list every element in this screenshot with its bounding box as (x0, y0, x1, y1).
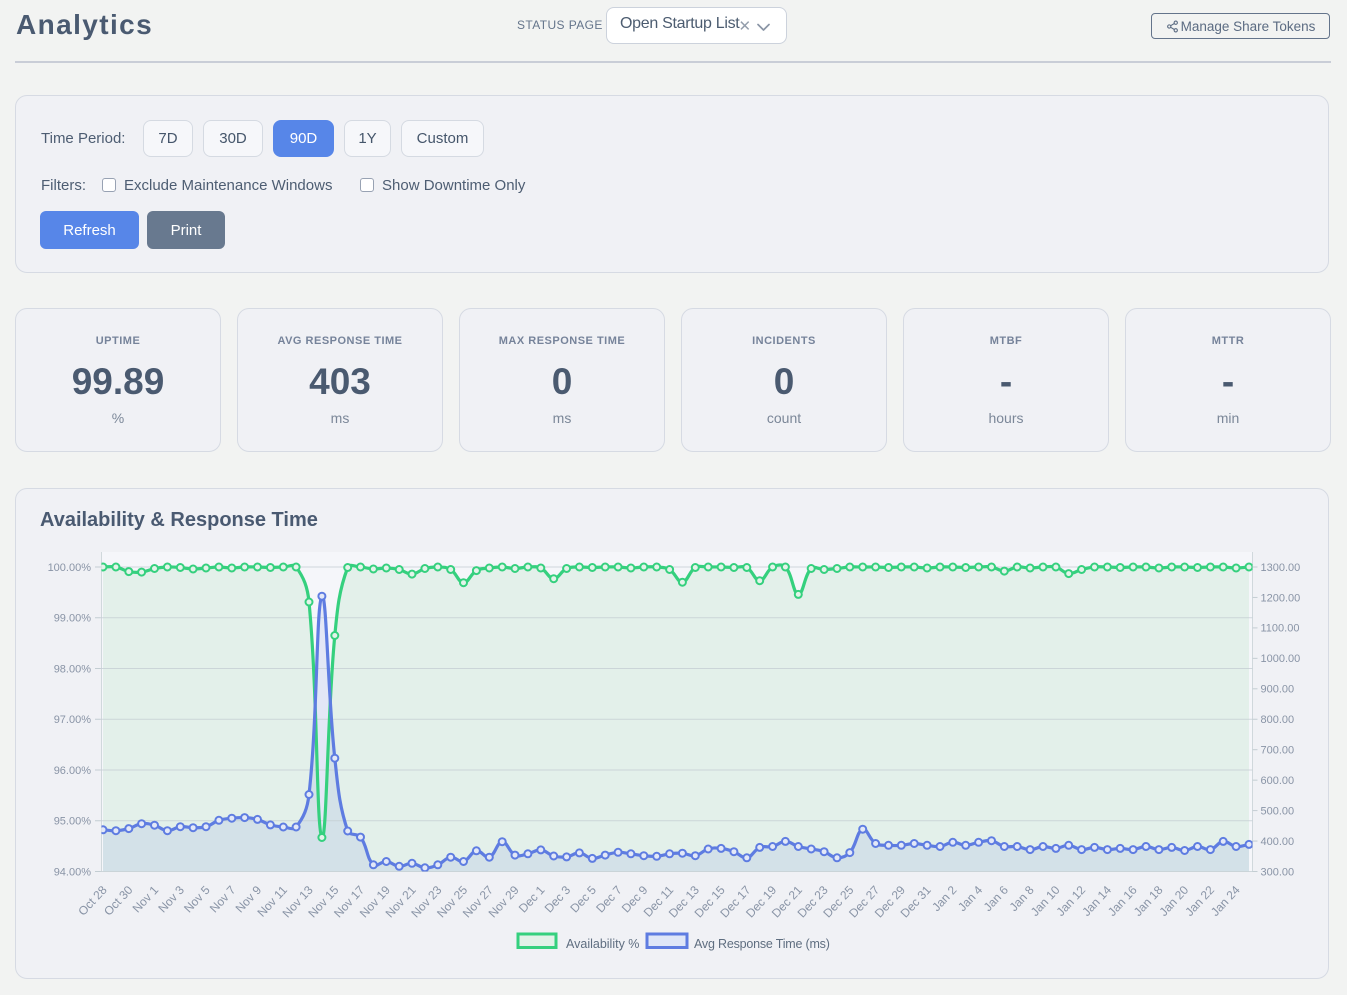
svg-text:700.00: 700.00 (1261, 745, 1295, 757)
svg-text:500.00: 500.00 (1261, 805, 1295, 817)
svg-text:Availability %: Availability % (566, 937, 639, 951)
svg-text:98.00%: 98.00% (54, 663, 92, 675)
svg-text:1300.00: 1300.00 (1261, 562, 1301, 574)
svg-text:Oct 30: Oct 30 (101, 883, 136, 919)
svg-text:Nov 7: Nov 7 (207, 883, 239, 916)
svg-text:Jan 4: Jan 4 (955, 883, 985, 914)
svg-text:Dec 3: Dec 3 (542, 883, 574, 916)
svg-text:99.00%: 99.00% (54, 613, 92, 625)
svg-text:96.00%: 96.00% (54, 765, 92, 777)
svg-text:Jan 6: Jan 6 (981, 883, 1011, 914)
svg-text:1000.00: 1000.00 (1261, 653, 1301, 665)
svg-text:800.00: 800.00 (1261, 714, 1295, 726)
svg-text:97.00%: 97.00% (54, 714, 92, 726)
svg-text:1100.00: 1100.00 (1261, 623, 1300, 635)
svg-text:Nov 3: Nov 3 (155, 883, 187, 916)
svg-text:Jan 2: Jan 2 (929, 883, 959, 914)
svg-text:Nov 5: Nov 5 (181, 883, 213, 916)
svg-text:Dec 1: Dec 1 (516, 883, 548, 916)
svg-text:100.00%: 100.00% (48, 562, 92, 574)
svg-text:Dec 7: Dec 7 (593, 883, 625, 916)
svg-text:Dec 5: Dec 5 (567, 883, 599, 916)
svg-text:Nov 1: Nov 1 (130, 883, 162, 916)
svg-text:900.00: 900.00 (1261, 684, 1295, 696)
svg-text:400.00: 400.00 (1261, 836, 1295, 848)
svg-text:300.00: 300.00 (1261, 866, 1295, 878)
svg-text:95.00%: 95.00% (54, 816, 92, 828)
svg-text:94.00%: 94.00% (54, 866, 92, 878)
svg-text:1200.00: 1200.00 (1261, 592, 1301, 604)
svg-text:Avg Response Time (ms): Avg Response Time (ms) (694, 937, 830, 951)
svg-text:Jan 24: Jan 24 (1208, 883, 1243, 919)
svg-text:600.00: 600.00 (1261, 775, 1295, 787)
